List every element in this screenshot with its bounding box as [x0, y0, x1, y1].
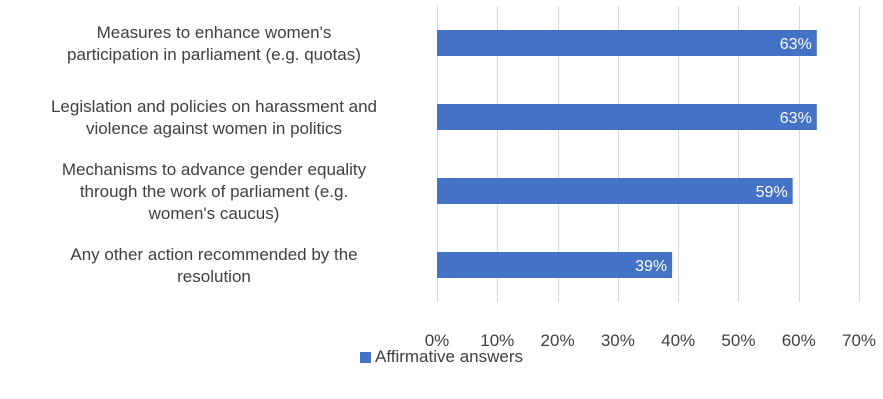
bars: 63% 63% 59% 39% — [437, 30, 817, 278]
bar-value-label: 39% — [635, 258, 667, 275]
category-label-line: through the work of parliament (e.g. — [80, 182, 348, 201]
category-label: Mechanisms to advance gender equality thr… — [62, 160, 367, 223]
category-label-line: participation in parliament (e.g. quotas… — [67, 45, 361, 64]
bar — [437, 30, 817, 56]
x-tick-label: 40% — [661, 331, 695, 350]
category-label-line: women's caucus) — [148, 204, 280, 223]
category-label-line: Legislation and policies on harassment a… — [51, 97, 377, 116]
category-label: Legislation and policies on harassment a… — [51, 97, 377, 138]
category-label-line: Measures to enhance women's — [97, 23, 332, 42]
bar-value-label: 59% — [756, 184, 788, 201]
category-label-line: Any other action recommended by the — [70, 245, 357, 264]
x-tick-label: 10% — [480, 331, 514, 350]
category-label-line: violence against women in politics — [86, 119, 342, 138]
bar — [437, 104, 817, 130]
bar-value-label: 63% — [780, 36, 812, 53]
x-tick-label: 50% — [721, 331, 755, 350]
category-labels: Measures to enhance women's participation… — [51, 23, 377, 286]
x-tick-label: 0% — [425, 331, 450, 350]
legend-label: Affirmative answers — [374, 347, 523, 366]
legend-swatch — [359, 351, 371, 363]
category-label: Measures to enhance women's participation… — [67, 23, 361, 64]
x-axis-tick-labels: 0% 10% 20% 30% 40% 50% 60% 70% — [425, 331, 876, 350]
bar — [437, 252, 673, 278]
bar-value-label: 63% — [780, 110, 812, 127]
x-tick-label: 70% — [842, 331, 876, 350]
bar — [437, 178, 793, 204]
x-tick-label: 60% — [782, 331, 816, 350]
x-tick-label: 30% — [601, 331, 635, 350]
category-label-line: Mechanisms to advance gender equality — [62, 160, 367, 179]
legend: Affirmative answers — [0, 347, 883, 367]
x-tick-label: 20% — [541, 331, 575, 350]
category-label: Any other action recommended by the resol… — [70, 245, 357, 286]
category-label-line: resolution — [177, 267, 251, 286]
